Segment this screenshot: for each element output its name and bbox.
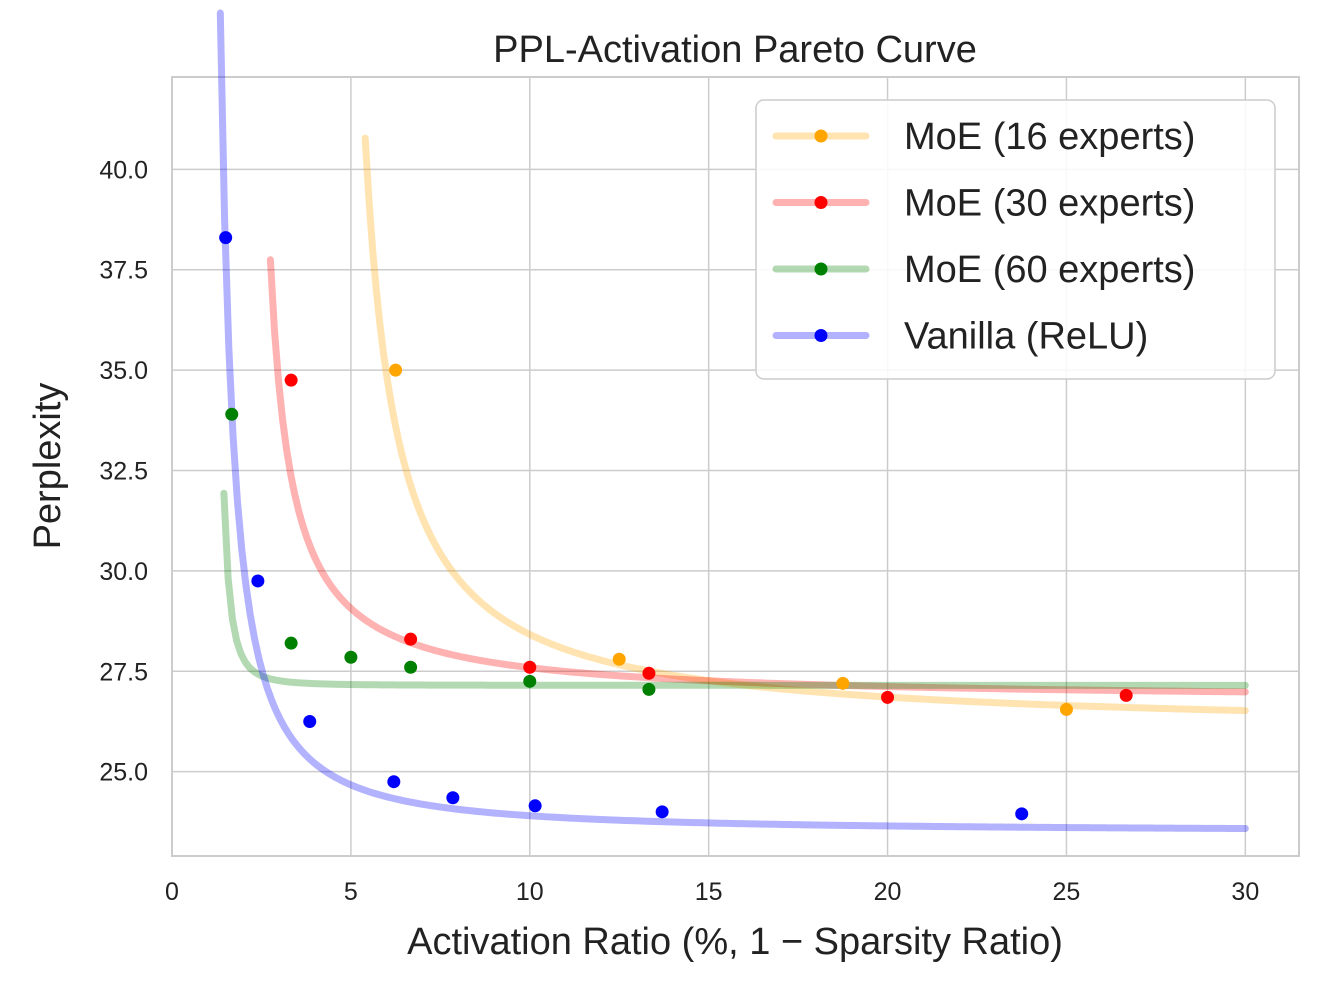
data-point-series-2 xyxy=(344,650,358,664)
legend-label-series-2: MoE (60 experts) xyxy=(904,249,1195,291)
legend-label-series-1: MoE (30 experts) xyxy=(904,183,1195,225)
x-tick-label: 10 xyxy=(516,878,544,906)
data-point-series-1 xyxy=(523,660,537,674)
data-point-series-3 xyxy=(303,714,317,728)
data-point-series-3 xyxy=(446,791,460,805)
legend-items: MoE (16 experts) MoE (30 experts) MoE (60 … xyxy=(772,116,1195,358)
data-point-series-3 xyxy=(219,231,233,245)
y-tick-label: 35.0 xyxy=(99,357,148,385)
data-point-series-2 xyxy=(284,636,298,650)
x-tick-label: 25 xyxy=(1053,878,1081,906)
x-tick-label: 30 xyxy=(1231,878,1259,906)
legend-marker-series-0 xyxy=(814,129,828,143)
data-point-series-1 xyxy=(1119,688,1133,702)
data-point-series-0 xyxy=(1059,702,1073,716)
data-point-series-2 xyxy=(404,660,418,674)
data-point-series-1 xyxy=(881,690,895,704)
grid-layer xyxy=(171,77,1299,856)
legend: MoE (16 experts) MoE (30 experts) MoE (60 … xyxy=(755,99,1276,380)
plot-frame xyxy=(171,76,1300,857)
x-tick-label: 15 xyxy=(695,878,723,906)
data-point-series-2 xyxy=(523,674,537,688)
data-point-series-0 xyxy=(389,363,403,377)
y-tick-label: 32.5 xyxy=(99,458,148,486)
fit-curve-series-3 xyxy=(216,9,1249,833)
data-point-series-1 xyxy=(284,373,298,387)
x-tick-label: 5 xyxy=(344,878,358,906)
data-point-series-3 xyxy=(387,775,401,789)
fit-curve-series-2 xyxy=(220,489,1249,689)
x-axis-title: Activation Ratio (%, 1 − Sparsity Ratio) xyxy=(407,921,1063,963)
data-point-series-2 xyxy=(642,682,656,696)
data-point-series-1 xyxy=(404,632,418,646)
data-point-series-3 xyxy=(655,805,669,819)
data-points xyxy=(219,231,1133,821)
chart-title: PPL-Activation Pareto Curve xyxy=(493,29,977,71)
legend-label-series-3: Vanilla (ReLU) xyxy=(904,316,1148,358)
data-point-series-0 xyxy=(612,652,626,666)
x-tick-label: 0 xyxy=(165,878,179,906)
fit-curve-series-1 xyxy=(266,256,1249,696)
y-tick-label: 40.0 xyxy=(99,156,148,184)
data-point-series-1 xyxy=(642,666,656,680)
data-point-series-3 xyxy=(251,574,265,588)
fit-curves xyxy=(216,9,1249,833)
legend-label-series-0: MoE (16 experts) xyxy=(904,116,1195,158)
y-tick-label: 30.0 xyxy=(99,558,148,586)
data-point-series-2 xyxy=(225,407,239,421)
data-point-series-3 xyxy=(1015,807,1029,821)
legend-marker-series-3 xyxy=(814,329,828,342)
legend-marker-series-1 xyxy=(814,196,828,209)
data-point-series-3 xyxy=(528,799,542,813)
y-tick-label: 27.5 xyxy=(99,658,148,686)
data-point-series-0 xyxy=(836,676,850,690)
tick-labels: 0 5 10 15 20 25 30 25.0 27.5 30.0 32.5 35.0 37.5 40.0 xyxy=(99,156,1259,906)
legend-box xyxy=(755,99,1276,380)
y-tick-label: 25.0 xyxy=(99,759,148,787)
y-tick-label: 37.5 xyxy=(99,257,148,285)
x-tick-label: 20 xyxy=(874,878,902,906)
legend-marker-series-2 xyxy=(814,262,828,276)
fit-curve-series-0 xyxy=(361,134,1249,715)
y-axis-title: Perplexity xyxy=(27,383,69,550)
